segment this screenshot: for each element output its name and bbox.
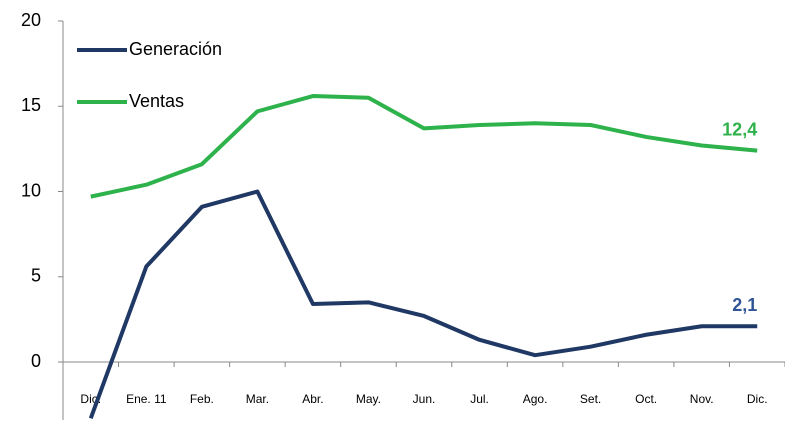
x-tick-label: Dic. — [747, 392, 768, 406]
y-tick-label: 20 — [21, 10, 41, 30]
y-tick-label: 5 — [31, 266, 41, 286]
legend-label: Ventas — [129, 91, 184, 111]
x-tick-label: Abr. — [302, 392, 323, 406]
x-tick-label: May. — [356, 392, 381, 406]
x-tick-label: Oct. — [635, 392, 657, 406]
y-tick-label: 15 — [21, 95, 41, 115]
value-label: 2,1 — [732, 295, 757, 315]
y-tick-label: 0 — [31, 351, 41, 371]
x-tick-label: Jun. — [413, 392, 436, 406]
value-label: 12,4 — [722, 119, 757, 139]
x-tick-label: Ago. — [523, 392, 548, 406]
x-tick-label: Set. — [580, 392, 601, 406]
legend-label: Generación — [129, 39, 222, 59]
x-tick-label: Jul. — [470, 392, 489, 406]
series-line — [88, 189, 758, 419]
y-tick-label: 10 — [21, 180, 41, 200]
x-tick-label: Nov. — [690, 392, 714, 406]
x-tick-label: Ene. 11 — [126, 392, 167, 406]
x-tick-label: Mar. — [246, 392, 269, 406]
x-tick-label: Feb. — [190, 392, 214, 406]
series-line — [90, 94, 758, 199]
